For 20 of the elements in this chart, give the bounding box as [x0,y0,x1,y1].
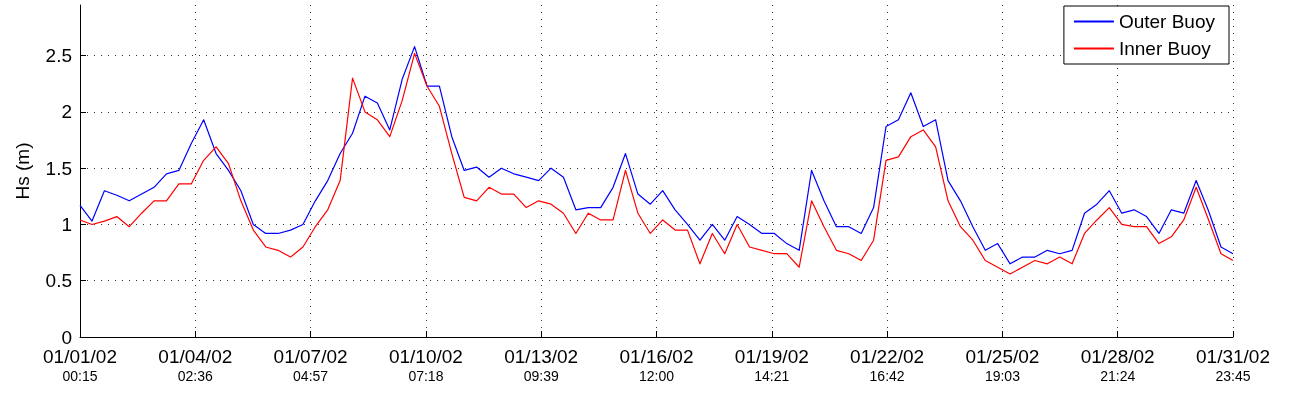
y-axis-title: Hs (m) [12,142,33,200]
x-tick-label: 01/01/02 00:15 [43,345,117,384]
x-tick-label: 01/10/02 07:18 [388,345,463,384]
y-tick-label: 2.5 [45,45,72,67]
y-tick-label: 1 [61,213,72,235]
x-tick-label: 01/22/02 16:42 [850,345,925,384]
x-tick-label: 01/25/02 19:03 [965,345,1040,384]
legend-label: Inner Buoy [1118,38,1212,59]
x-tick-label: 01/13/02 09:39 [504,345,579,384]
y-tick-label: 0.5 [45,270,72,292]
x-tick-label: 01/28/02 21:24 [1080,345,1155,384]
y-tick-label: 2 [61,101,72,123]
x-tick-label: 01/31/02 23:45 [1196,345,1270,384]
x-tick-label: 01/07/02 04:57 [273,345,348,384]
legend-label: Outer Buoy [1118,11,1216,32]
x-tick-label: 01/19/02 14:21 [734,345,809,384]
y-tick-label: 1.5 [45,157,72,179]
x-tick-label: 01/16/02 12:00 [619,345,694,384]
x-tick-label: 01/04/02 02:36 [158,345,233,384]
y-tick-label: 0 [61,326,72,348]
